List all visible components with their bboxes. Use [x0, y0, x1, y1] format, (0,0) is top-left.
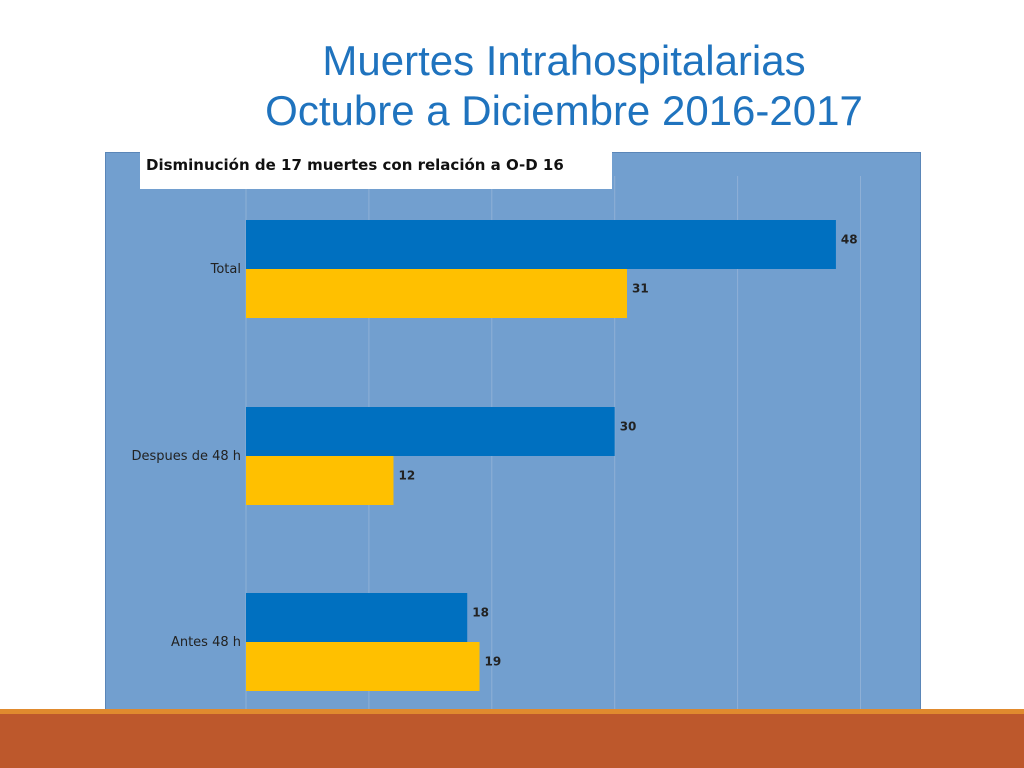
data-label: 19 [485, 655, 502, 669]
bar [246, 220, 836, 269]
bar [246, 456, 394, 505]
slide-title: Muertes Intrahospitalarias Octubre a Dic… [0, 36, 1024, 136]
bar-chart: Total 48 31 Despues de 48 h 30 12 Antes 48 h 18… [132, 176, 861, 710]
bars [246, 220, 836, 691]
data-label: 48 [841, 233, 858, 247]
bar [246, 269, 627, 318]
category-label: Antes 48 h [171, 635, 241, 650]
data-label: 31 [632, 282, 649, 296]
bar [246, 593, 468, 642]
data-label: 30 [620, 420, 637, 434]
footer-band [0, 714, 1024, 768]
labels: Total 48 31 Despues de 48 h 30 12 Antes 48 h 18… [132, 233, 858, 669]
title-line-2: Octubre a Diciembre 2016-2017 [265, 87, 863, 134]
data-label: 18 [472, 606, 489, 620]
bar [246, 407, 615, 456]
footer-accent-line [0, 709, 1024, 714]
title-line-1: Muertes Intrahospitalarias [322, 37, 806, 84]
category-label: Total [210, 262, 241, 277]
chart-annotation: Disminución de 17 muertes con relación a… [140, 151, 612, 189]
bar [246, 642, 480, 691]
category-label: Despues de 48 h [132, 449, 241, 464]
data-label: 12 [398, 469, 415, 483]
